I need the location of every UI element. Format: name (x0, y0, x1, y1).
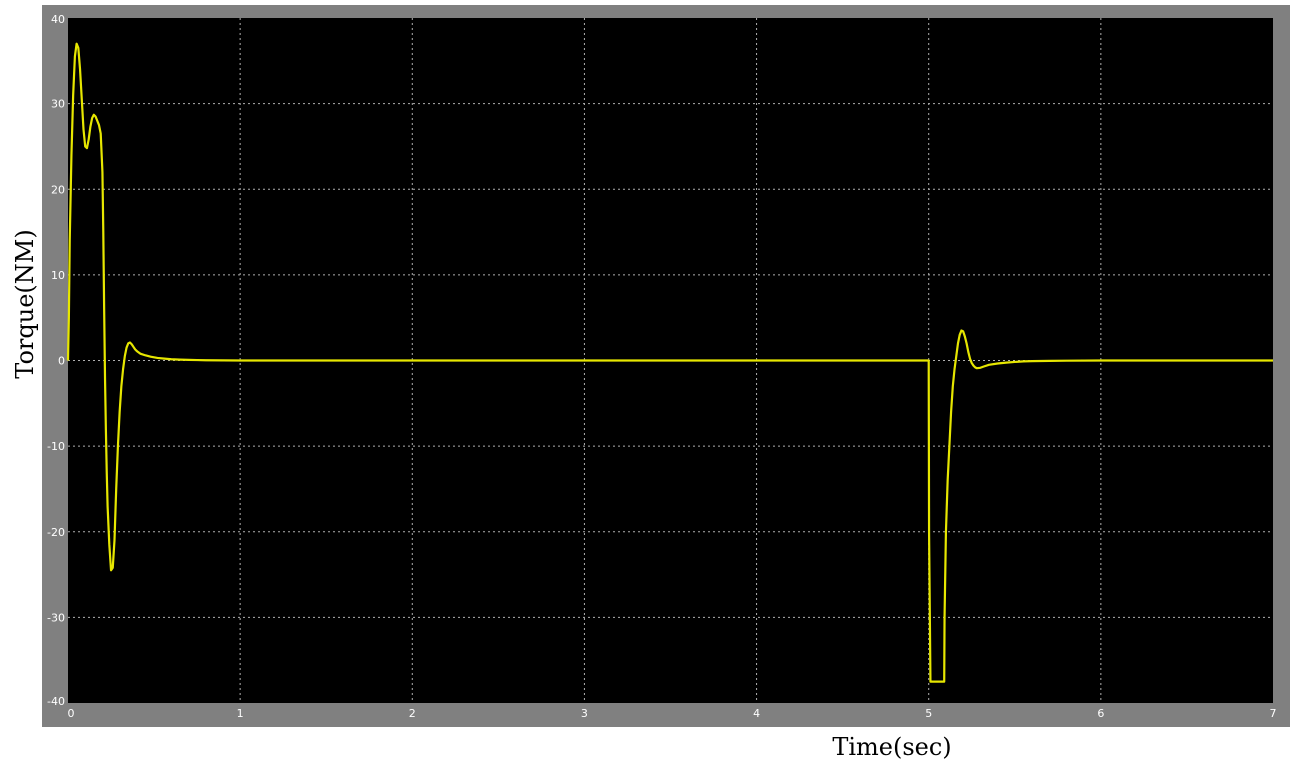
x-tick-label: 7 (1270, 707, 1277, 720)
tick-labels: 0 1 2 3 4 5 6 7 40 30 20 10 0 -10 -20 -30 -40 (47, 13, 1276, 720)
x-axis-title: Time(sec) (832, 733, 951, 761)
y-tick-label: 0 (58, 355, 65, 368)
y-tick-label: 20 (51, 183, 65, 196)
x-tick-label: 2 (409, 707, 416, 720)
y-tick-label: -30 (47, 611, 65, 624)
y-tick-label: 40 (51, 13, 65, 26)
y-axis-title: Torque(NM) (11, 229, 39, 378)
y-tick-label: 30 (51, 98, 65, 111)
torque-series-line (66, 42, 1273, 683)
x-tick-label: 1 (237, 707, 244, 720)
x-tick-label: 5 (925, 707, 932, 720)
y-tick-label: -40 (47, 695, 65, 708)
x-tick-label: 6 (1097, 707, 1104, 720)
y-tick-label: 10 (51, 269, 65, 282)
x-tick-label: 3 (581, 707, 588, 720)
y-tick-label: -20 (47, 526, 65, 539)
y-tick-label: -10 (47, 440, 65, 453)
x-tick-label: 0 (68, 707, 75, 720)
x-tick-label: 4 (753, 707, 760, 720)
